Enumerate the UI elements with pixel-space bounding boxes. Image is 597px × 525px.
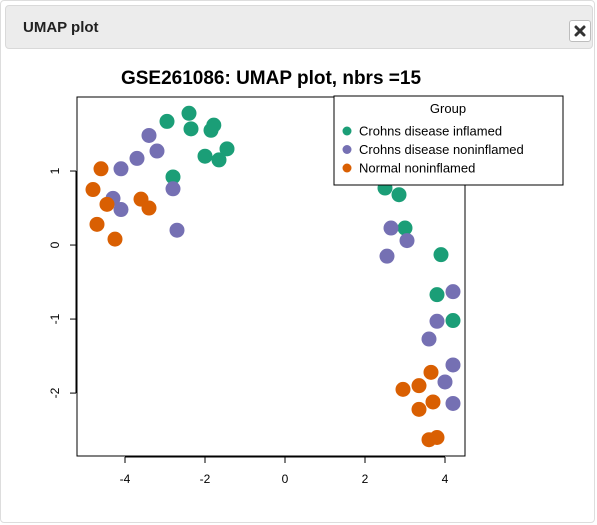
data-point [411,401,427,417]
legend-items: Crohns disease inflamed Crohns disease no… [342,124,524,176]
data-point [429,429,445,445]
x-tick-label: 2 [362,472,369,486]
y-axis: -2 -1 0 1 [48,167,77,398]
legend-label: Crohns disease inflamed [359,124,502,139]
data-point [423,364,439,380]
legend-label: Normal noninflamed [359,161,475,176]
data-point [445,357,461,373]
y-tick-label: -2 [48,387,62,398]
legend-title: Group [430,101,466,116]
data-point [113,161,129,177]
data-point [437,374,453,390]
data-point [219,141,235,157]
data-point [395,381,411,397]
y-tick-label: 1 [48,167,62,174]
data-point [391,187,407,203]
data-point [107,231,123,247]
legend-marker [342,145,352,154]
data-point [429,313,445,329]
data-point [89,216,105,232]
data-point [445,395,461,411]
legend-label: Crohns disease noninflamed [359,142,524,157]
y-tick-label: 0 [48,241,62,248]
legend-box [333,95,564,186]
data-point [165,169,181,185]
data-points [85,105,461,448]
modal-title: UMAP plot [23,19,99,36]
data-point [141,200,157,216]
data-point [85,182,101,198]
modal-header: UMAP plot [5,5,593,49]
data-point [379,248,395,264]
data-point [183,121,199,137]
y-tick-label: -1 [48,313,62,324]
data-point [383,220,399,236]
data-point [159,113,175,129]
data-point [169,222,185,238]
data-point [93,161,109,177]
data-point [411,378,427,394]
data-point [129,150,145,166]
data-point [433,247,449,263]
legend-marker [342,163,352,173]
data-point [429,287,445,303]
legend-marker [342,126,352,136]
close-button[interactable] [569,20,591,42]
data-point [141,127,157,143]
data-point [421,331,437,347]
data-point [445,313,461,329]
data-point [211,152,227,168]
data-point [197,148,213,164]
data-point [399,233,415,249]
data-point [397,220,413,236]
plot-frame [76,96,466,457]
data-point [165,181,181,197]
data-point [99,196,115,212]
data-point [181,105,197,121]
x-axis: -4 -2 0 2 4 [120,456,449,486]
x-tick-label: 0 [282,472,289,486]
data-point [425,394,441,410]
data-point [113,202,129,218]
data-point [206,117,222,133]
chart-title: GSE261086: UMAP plot, nbrs =15 [121,68,421,89]
close-x-icon [574,25,586,37]
x-tick-label: -4 [120,472,131,486]
x-tick-label: -2 [200,472,211,486]
data-point [445,284,461,300]
data-point [149,143,165,159]
x-tick-label: 4 [442,472,449,486]
